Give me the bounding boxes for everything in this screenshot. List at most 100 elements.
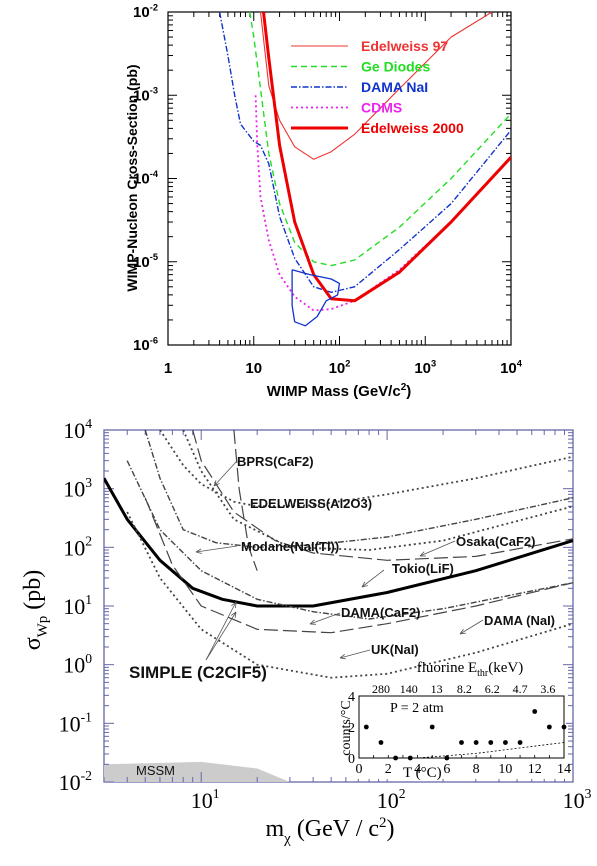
inset-background <box>354 686 566 779</box>
bottom-y-tick-label-base: 10 <box>63 418 85 443</box>
legend-label-dama-nai: DAMA NaI <box>361 79 428 95</box>
series-osaka-caf2 <box>182 430 573 551</box>
bottom-y-tick-label: 10-1 <box>59 709 92 736</box>
top-x-axis-label: WIMP Mass (GeV/c2) <box>267 382 412 400</box>
inset-point <box>561 724 567 730</box>
bottom-series-group <box>104 430 573 679</box>
inset-top-tick-label: 3.6 <box>540 682 555 696</box>
annotation-dama-caf2: DAMA(CaF2) <box>341 605 420 620</box>
bottom-y-tick-label: 100 <box>63 651 92 678</box>
top-y-tick-label: 10-5 <box>133 252 158 271</box>
inset-top-tick-label: 6.2 <box>485 682 500 696</box>
annotation-arrowhead <box>459 628 466 635</box>
inset-x-tick-labels: 0 2 4 6 8 10 12 14 <box>356 762 572 777</box>
inset-point <box>407 755 413 761</box>
series-bprs-caf2 <box>233 430 258 571</box>
legend-label-edelweiss-97: Edelweiss 97 <box>361 38 448 54</box>
annotation-arrow <box>213 461 237 487</box>
bottom-y-tick-label-base: 10 <box>63 477 85 502</box>
annotation-edelweiss-al2o3: EDELWEISS(Al2O3) <box>250 496 372 511</box>
top-x-tick-label-base: 10 <box>329 360 346 377</box>
annotation-mssm: MSSM <box>136 763 175 778</box>
legend-label-ge-diodes: Ge Diodes <box>361 59 430 75</box>
annotation-bprs-caf2: BPRS(CaF2) <box>237 454 314 469</box>
annotation-simple-c2clf5: SIMPLE (C2ClF5) <box>129 663 267 682</box>
top-y-tick-labels: 10-610-510-410-310-2 <box>133 2 159 354</box>
bottom-y-tick-label-exp: 3 <box>85 475 92 490</box>
inset-top-label: fluorine Ethr(keV) <box>417 660 524 679</box>
annotation-arrowhead <box>230 611 237 618</box>
top-x-tick-labels: 1 10 102 103 104 <box>164 358 523 377</box>
inset-top-tick-labels: 280 140 13 8.2 6.2 4.7 3.6 <box>372 682 555 696</box>
top-y-tick-label-base: 10 <box>133 87 150 104</box>
series-tokio-lif <box>192 430 573 561</box>
annotation-arrowhead <box>195 548 202 554</box>
inset-y-tick-label: 0 <box>348 752 355 767</box>
annotation-arrowhead <box>231 601 237 609</box>
bottom-x-tick-labels: 101 102 103 <box>191 786 592 813</box>
top-y-tick-label: 10-3 <box>133 86 158 105</box>
bottom-x-tick-label: 103 <box>563 786 592 813</box>
top-plot-frame <box>167 11 512 346</box>
inset-x-tick-label: 4 <box>414 762 421 777</box>
top-y-tick-label-base: 10 <box>133 337 150 354</box>
bottom-y-tick-label-exp: 1 <box>85 592 92 607</box>
bottom-x-tick-label-base: 10 <box>191 788 213 813</box>
top-x-tick-label-base: 1 <box>164 360 172 377</box>
series-dama-nai <box>144 497 573 634</box>
bottom-x-tick-label-exp: 1 <box>213 786 220 801</box>
top-y-tick-label-exp: -6 <box>150 335 158 345</box>
annotation-arrowhead <box>213 480 220 487</box>
annotation-dama-nai: DAMA (NaI) <box>484 613 555 628</box>
bottom-y-tick-label: 10-2 <box>59 768 93 795</box>
top-x-tick-label: 102 <box>329 358 351 377</box>
inset-points <box>358 709 567 761</box>
annotation-arrow <box>309 612 341 625</box>
top-x-tick-label-base: 10 <box>245 360 262 377</box>
inset-top-tick-label: 4.7 <box>513 682 528 696</box>
bottom-y-tick-label-base: 10 <box>63 653 85 678</box>
series-dama-nai <box>218 12 511 293</box>
annotation-arrow <box>459 619 484 635</box>
annotation-arrow <box>205 601 237 661</box>
top-series-group <box>218 12 511 327</box>
inset-point <box>503 740 508 745</box>
top-x-tick-label: 1 <box>164 360 172 377</box>
inset-point <box>378 740 384 745</box>
top-x-tick-label: 103 <box>414 358 436 377</box>
bottom-y-tick-label-exp: 4 <box>85 416 92 431</box>
bottom-y-tick-label: 101 <box>63 592 92 619</box>
top-y-tick-label-base: 10 <box>133 4 150 21</box>
series-ge-diodes <box>249 12 511 267</box>
bottom-y-tick-label-base: 10 <box>59 711 81 736</box>
top-x-tick-label-base: 10 <box>500 360 517 377</box>
top-y-tick-label: 10-6 <box>133 335 158 354</box>
inset-top-tick-label: 8.2 <box>457 682 472 696</box>
top-y-tick-label-exp: -4 <box>150 169 159 179</box>
top-legend: Edelweiss 97 Ge Diodes DAMA NaI CDMS Edelwei… <box>291 38 464 136</box>
top-y-tick-label-base: 10 <box>133 254 150 271</box>
series-dama-caf2 <box>126 460 573 620</box>
inset-chart: fluorine Ethr(keV) 280 140 13 8.2 6.2 4.7 3.6 … <box>339 660 571 781</box>
bottom-y-axis-label: σWp (pb) <box>20 570 51 651</box>
top-x-tick-label: 104 <box>500 358 523 377</box>
top-y-tick-label-exp: -3 <box>150 86 158 96</box>
inset-x-tick-label: 2 <box>385 762 392 777</box>
inset-y-axis-label: counts/°C <box>339 700 354 755</box>
inset-point <box>532 709 538 714</box>
top-x-tick-label: 10 <box>245 360 262 377</box>
inset-x-axis-label: T (°C) <box>403 765 442 781</box>
inset-point <box>546 724 552 730</box>
mssm-shading <box>104 761 290 782</box>
annotation-arrowhead <box>309 619 317 625</box>
annotation-arrow <box>361 569 385 588</box>
inset-x-tick-label: 10 <box>498 762 512 777</box>
annotation-arrow <box>195 545 238 553</box>
inset-point <box>473 740 479 745</box>
bottom-y-tick-label: 103 <box>63 475 92 502</box>
top-y-tick-label-exp: -2 <box>150 2 158 12</box>
series-simple-c2clf5 <box>104 477 573 608</box>
legend-label-cdms: CDMS <box>361 100 402 116</box>
